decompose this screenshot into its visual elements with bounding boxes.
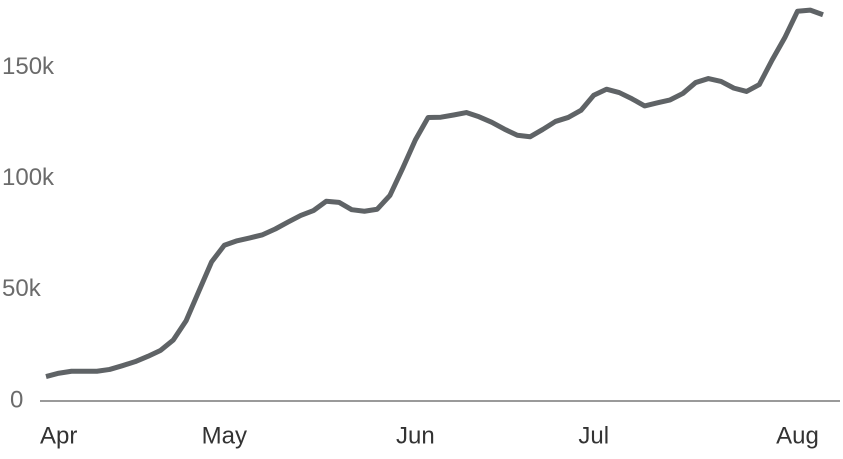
x-tick-label: Jun	[396, 422, 435, 449]
y-tick-label: 0	[10, 386, 23, 413]
y-tick-label: 150k	[2, 53, 55, 80]
y-tick-label: 50k	[2, 275, 42, 302]
x-tick-label: May	[202, 422, 247, 449]
x-tick-label: Aug	[776, 422, 819, 449]
y-tick-label: 100k	[2, 164, 55, 191]
line	[45, 7, 824, 379]
x-tick-label: Jul	[578, 422, 609, 449]
x-tick-label: Apr	[40, 422, 77, 449]
